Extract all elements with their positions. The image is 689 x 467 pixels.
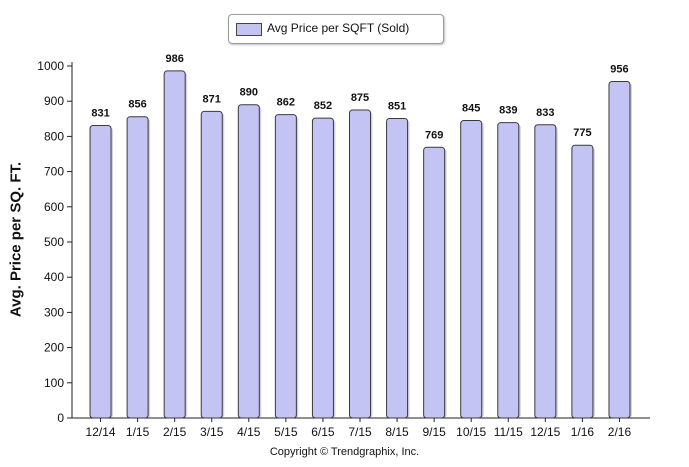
data-label: 852 <box>314 100 332 112</box>
data-label: 839 <box>499 105 517 117</box>
data-label: 875 <box>351 92 369 104</box>
x-tick-label: 11/15 <box>494 425 523 439</box>
data-label: 856 <box>128 99 146 111</box>
y-tick-label: 1000 <box>37 59 64 73</box>
y-tick-label: 900 <box>44 94 64 108</box>
legend-swatch <box>236 23 262 36</box>
data-label: 871 <box>203 93 221 105</box>
data-label: 833 <box>536 107 554 119</box>
bar <box>163 70 186 419</box>
y-tick-label: 300 <box>44 305 64 319</box>
x-tick-label: 1/15 <box>126 425 150 439</box>
bar <box>311 117 334 419</box>
bar <box>460 120 483 419</box>
bar <box>608 80 631 419</box>
x-tick-label: 5/15 <box>274 425 298 439</box>
data-label: 845 <box>462 103 480 115</box>
bar <box>274 114 297 419</box>
data-label: 775 <box>573 127 591 139</box>
bar <box>571 144 594 419</box>
y-tick-label: 700 <box>44 165 64 179</box>
copyright-text: Copyright © Trendgraphix, Inc. <box>269 446 420 458</box>
y-tick-label: 800 <box>44 129 64 143</box>
y-axis-label: Avg. Price per SQ. FT. <box>7 161 25 318</box>
bar <box>386 117 409 419</box>
x-tick-label: 4/15 <box>237 425 261 439</box>
data-label: 769 <box>425 129 443 141</box>
data-label: 831 <box>91 107 109 119</box>
bar <box>349 109 371 419</box>
y-tick-label: 500 <box>44 235 64 249</box>
y-tick-label: 0 <box>57 411 64 425</box>
legend: Avg Price per SQFT (Sold) <box>228 14 444 44</box>
y-tick-label: 200 <box>44 341 64 355</box>
y-tick-label: 600 <box>44 200 64 214</box>
data-label: 851 <box>388 100 406 112</box>
x-tick-label: 8/15 <box>385 425 409 439</box>
x-tick-label: 6/15 <box>311 425 335 439</box>
x-tick-label: 12/15 <box>530 425 560 439</box>
x-tick-label: 12/14 <box>86 425 116 439</box>
x-tick-label: 10/15 <box>456 425 486 439</box>
bar <box>423 146 446 419</box>
bar <box>89 124 112 419</box>
bar <box>534 124 557 419</box>
data-label: 862 <box>277 97 295 109</box>
bar <box>497 122 520 419</box>
legend-label: Avg Price per SQFT (Sold) <box>267 21 410 35</box>
x-tick-label: 1/16 <box>571 425 595 439</box>
x-tick-label: 3/15 <box>200 425 224 439</box>
data-label: 986 <box>165 53 183 65</box>
y-tick-label: 100 <box>44 376 64 390</box>
x-tick-label: 7/15 <box>348 425 372 439</box>
bar <box>200 110 223 419</box>
data-label: 956 <box>610 63 628 75</box>
x-tick-label: 2/16 <box>608 425 632 439</box>
x-tick-label: 9/15 <box>422 425 446 439</box>
x-tick-label: 2/15 <box>163 425 187 439</box>
y-tick-label: 400 <box>44 270 64 284</box>
data-label: 890 <box>240 87 258 99</box>
bar <box>126 116 149 419</box>
bar <box>237 104 260 419</box>
